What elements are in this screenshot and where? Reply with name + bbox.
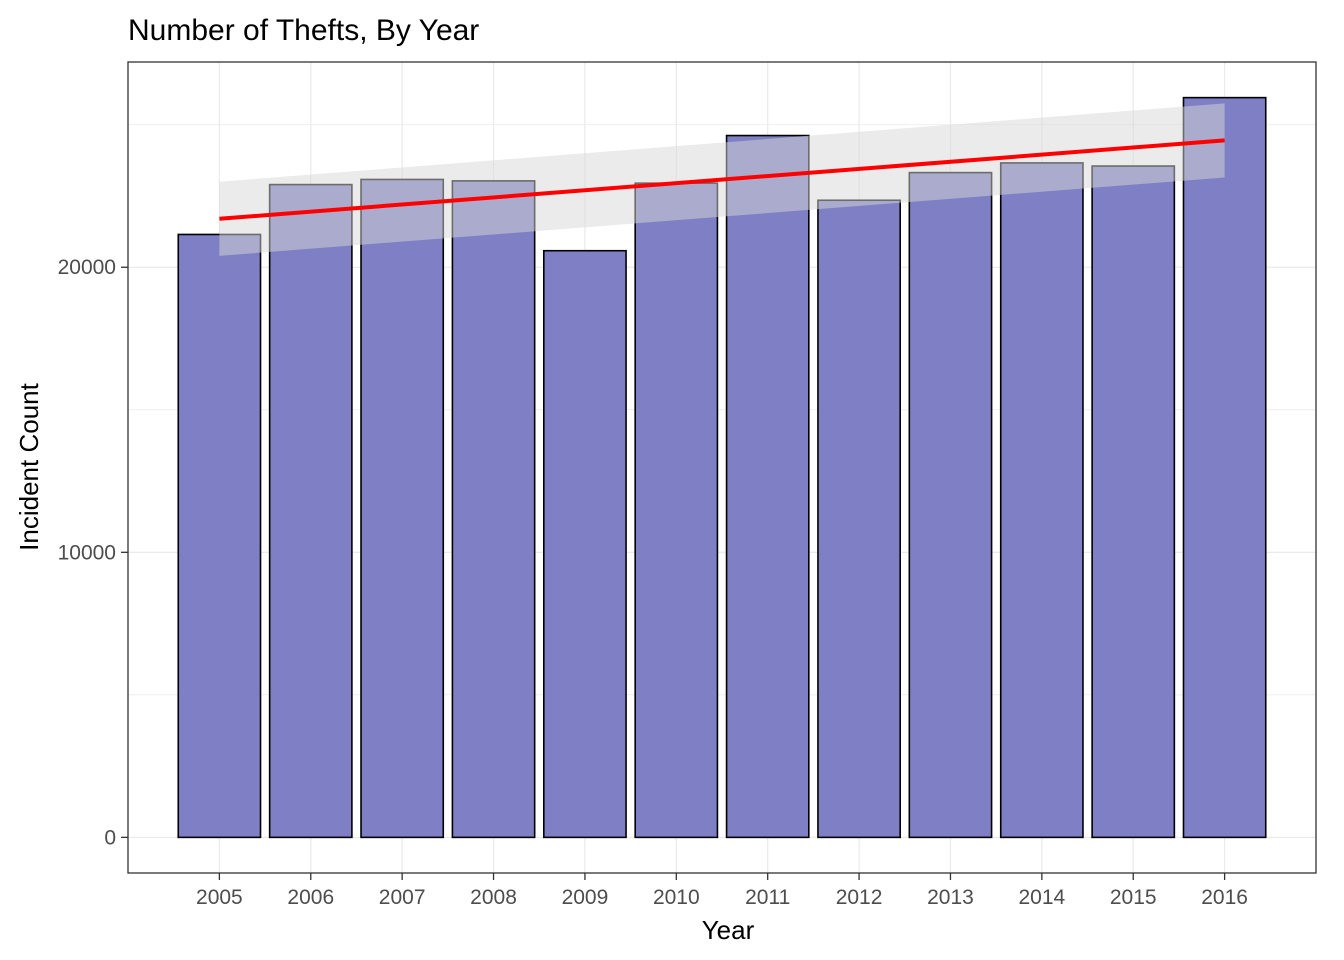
trend-line <box>219 138 1225 221</box>
x-tick-label: 2011 <box>745 886 790 909</box>
bar-2016 <box>1182 96 1267 839</box>
bar-2012 <box>817 199 902 839</box>
x-tick-label: 2006 <box>287 886 334 909</box>
bar-2013 <box>908 171 993 839</box>
x-tick-label: 2016 <box>1201 886 1248 909</box>
x-tick-label: 2012 <box>836 886 883 909</box>
y-tick-label: 20000 <box>58 256 116 279</box>
y-tick-label: 10000 <box>58 541 116 564</box>
bar-2015 <box>1091 165 1176 839</box>
y-tick-label: 0 <box>104 826 116 849</box>
bar-2008 <box>451 180 536 839</box>
bar-2010 <box>634 182 719 839</box>
x-tick-label: 2009 <box>562 886 609 909</box>
chart-title: Number of Thefts, By Year <box>128 14 479 47</box>
x-tick-label: 2010 <box>653 886 700 909</box>
bar-2005 <box>177 233 262 839</box>
trend-layer <box>219 103 1225 256</box>
bar-2007 <box>360 178 445 839</box>
x-tick-label: 2015 <box>1110 886 1157 909</box>
x-tick-label: 2007 <box>379 886 426 909</box>
bars <box>177 96 1267 839</box>
bar-2009 <box>542 249 627 839</box>
bar-2014 <box>999 162 1084 839</box>
x-axis-title: Year <box>702 915 755 945</box>
x-tick-label: 2008 <box>470 886 517 909</box>
x-tick-label: 2013 <box>927 886 974 909</box>
bar-2011 <box>725 134 810 839</box>
panel-border <box>127 61 1317 874</box>
x-tick-label: 2005 <box>196 886 243 909</box>
bar-2006 <box>268 183 353 839</box>
axes: 0 10000 20000 2005 2006 2007 2008 2009 2010 2011 2… <box>58 256 1248 909</box>
y-axis-title: Incident Count <box>14 382 44 550</box>
x-tick-label: 2014 <box>1018 886 1065 909</box>
